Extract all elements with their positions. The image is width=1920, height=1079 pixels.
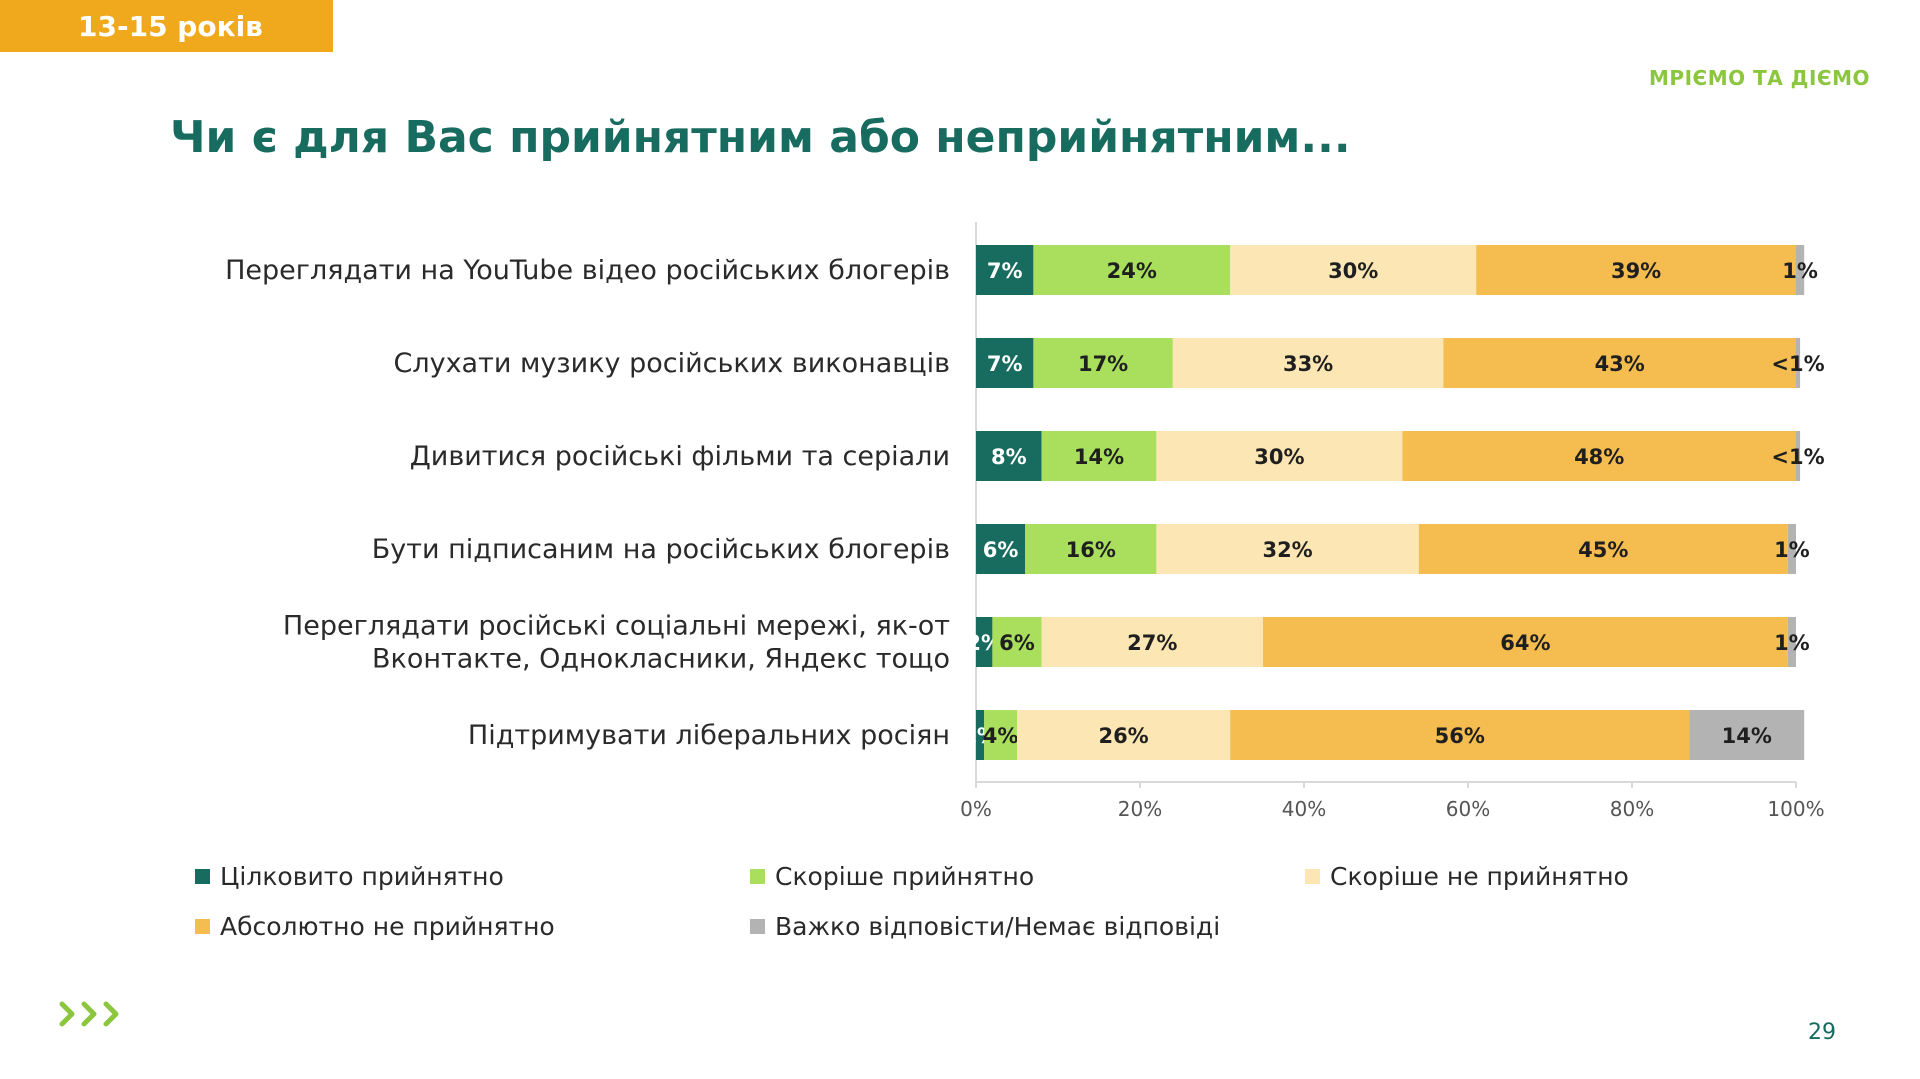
legend-label: Абсолютно не прийнятно	[220, 912, 555, 941]
bar-segment	[1443, 338, 1796, 388]
bar-segment	[1017, 710, 1231, 760]
category-label: Дивитися російські фільми та серіали	[410, 441, 950, 472]
legend-label: Цілковито прийнятно	[220, 862, 504, 891]
bar-segment	[1263, 617, 1788, 667]
legend-label: Важко відповісти/Немає відповіді	[775, 912, 1221, 941]
data-label: 43%	[1595, 352, 1645, 376]
bar-segment	[1796, 245, 1805, 295]
page-number: 29	[1808, 1020, 1836, 1045]
chart-legend: Цілковито прийнятно Скоріше прийнятно Скор…	[195, 862, 1795, 972]
category-label: Переглядати російські соціальні мережі, …	[283, 611, 950, 675]
bar-segment	[1796, 338, 1801, 388]
bar-segment	[1033, 338, 1173, 388]
x-tick-label: 40%	[1282, 797, 1326, 821]
brand-logo: МРІЄМО ТА ДІЄМО	[1649, 66, 1870, 90]
bar-segment	[992, 617, 1042, 667]
data-label: 6%	[983, 538, 1019, 562]
bar-segment	[1041, 431, 1157, 481]
page-title: Чи є для Вас прийнятним або неприйнятним…	[170, 112, 1351, 163]
legend-item: Скоріше прийнятно	[750, 862, 1034, 891]
data-label: 7%	[987, 352, 1023, 376]
data-label: 30%	[1328, 259, 1378, 283]
legend-swatch	[1305, 869, 1320, 884]
data-label: 14%	[1722, 724, 1772, 748]
bar-segment	[1041, 617, 1263, 667]
bar-segment	[1156, 524, 1419, 574]
stacked-bar-chart: 0% 20% 40% 60% 80% 100% Переглядати на YouTube…	[225, 222, 1825, 821]
bar-segment	[976, 245, 1034, 295]
bar-segment	[1689, 710, 1805, 760]
data-label: 30%	[1254, 445, 1304, 469]
data-label: 26%	[1098, 724, 1148, 748]
category-label: Слухати музику російських виконавців	[393, 348, 950, 379]
data-label: 6%	[999, 631, 1035, 655]
bar-segment	[1418, 524, 1788, 574]
data-label: 48%	[1574, 445, 1624, 469]
bar-segment	[1787, 617, 1796, 667]
data-label: 27%	[1127, 631, 1177, 655]
x-tick-label: 0%	[960, 797, 992, 821]
bar-segment	[976, 431, 1042, 481]
x-tick-label: 100%	[1767, 797, 1824, 821]
age-badge: 13-15 років	[0, 0, 333, 52]
data-label: 64%	[1500, 631, 1550, 655]
data-label: <1%	[1771, 445, 1824, 469]
category-label: Переглядати на YouTube відео російських …	[225, 255, 950, 286]
data-label: 32%	[1262, 538, 1312, 562]
bar-segment	[1033, 245, 1231, 295]
legend-label: Скоріше не прийнятно	[1330, 862, 1629, 891]
data-label: 24%	[1107, 259, 1157, 283]
category-label: Підтримувати ліберальних росіян	[468, 720, 950, 751]
bar-segment	[1476, 245, 1796, 295]
bar-segment	[1172, 338, 1444, 388]
bar-segment	[1156, 431, 1403, 481]
x-tick-label: 20%	[1118, 797, 1162, 821]
data-label: 7%	[987, 259, 1023, 283]
bar-segment	[976, 710, 985, 760]
data-label: 17%	[1078, 352, 1128, 376]
data-label: 4%	[983, 724, 1019, 748]
legend-item: Абсолютно не прийнятно	[195, 912, 555, 941]
data-label: 1%	[1774, 631, 1810, 655]
data-label: 1%	[1774, 538, 1810, 562]
x-tick-label: 60%	[1446, 797, 1490, 821]
bar-segment	[1787, 524, 1796, 574]
data-label: 1%	[1782, 259, 1818, 283]
data-label: 33%	[1283, 352, 1333, 376]
bar-segment	[1025, 524, 1157, 574]
data-label: <1%	[1771, 352, 1824, 376]
legend-item: Цілковито прийнятно	[195, 862, 504, 891]
legend-swatch	[195, 869, 210, 884]
data-label: 8%	[991, 445, 1027, 469]
bar-segment	[976, 338, 1034, 388]
data-label: 16%	[1066, 538, 1116, 562]
bar-segment	[1230, 245, 1477, 295]
data-label: 45%	[1578, 538, 1628, 562]
legend-swatch	[195, 919, 210, 934]
bar-segment	[976, 524, 1026, 574]
legend-label: Скоріше прийнятно	[775, 862, 1035, 891]
bar-segment	[1230, 710, 1690, 760]
category-label: Бути підписаним на російських блогерів	[372, 534, 950, 565]
data-label: 14%	[1074, 445, 1124, 469]
legend-swatch	[750, 869, 765, 884]
bar-segment	[1796, 431, 1801, 481]
legend-swatch	[750, 919, 765, 934]
bar-segment	[976, 617, 993, 667]
data-label: 56%	[1435, 724, 1485, 748]
legend-item: Важко відповісти/Немає відповіді	[750, 912, 1220, 941]
x-tick-label: 80%	[1610, 797, 1654, 821]
bar-segment	[984, 710, 1017, 760]
data-label: 39%	[1611, 259, 1661, 283]
legend-item: Скоріше не прийнятно	[1305, 862, 1629, 891]
bar-segment	[1402, 431, 1796, 481]
chevrons-icon	[58, 1000, 128, 1028]
